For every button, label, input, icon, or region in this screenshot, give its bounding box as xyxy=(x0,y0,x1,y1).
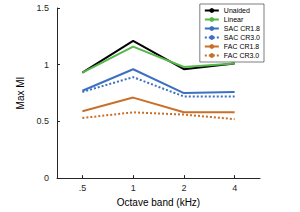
svg-text:Max MI: Max MI xyxy=(15,77,26,110)
svg-text:2: 2 xyxy=(181,183,186,193)
svg-text:SAC CR3.0: SAC CR3.0 xyxy=(224,34,260,41)
svg-text:SAC CR1.8: SAC CR1.8 xyxy=(224,25,260,32)
svg-text:Octave band (kHz): Octave band (kHz) xyxy=(117,197,200,208)
svg-text:.5: .5 xyxy=(79,183,87,193)
svg-text:FAC CR3.0: FAC CR3.0 xyxy=(224,52,260,59)
svg-text:0: 0 xyxy=(44,173,49,183)
svg-text:0.5: 0.5 xyxy=(36,116,49,126)
svg-text:1.5: 1.5 xyxy=(36,3,49,13)
svg-text:Linear: Linear xyxy=(224,16,244,23)
svg-text:1: 1 xyxy=(131,183,136,193)
svg-text:4: 4 xyxy=(232,183,237,193)
svg-text:1: 1 xyxy=(44,60,49,70)
svg-text:FAC CR1.8: FAC CR1.8 xyxy=(224,43,260,50)
svg-text:Unaided: Unaided xyxy=(224,7,250,14)
